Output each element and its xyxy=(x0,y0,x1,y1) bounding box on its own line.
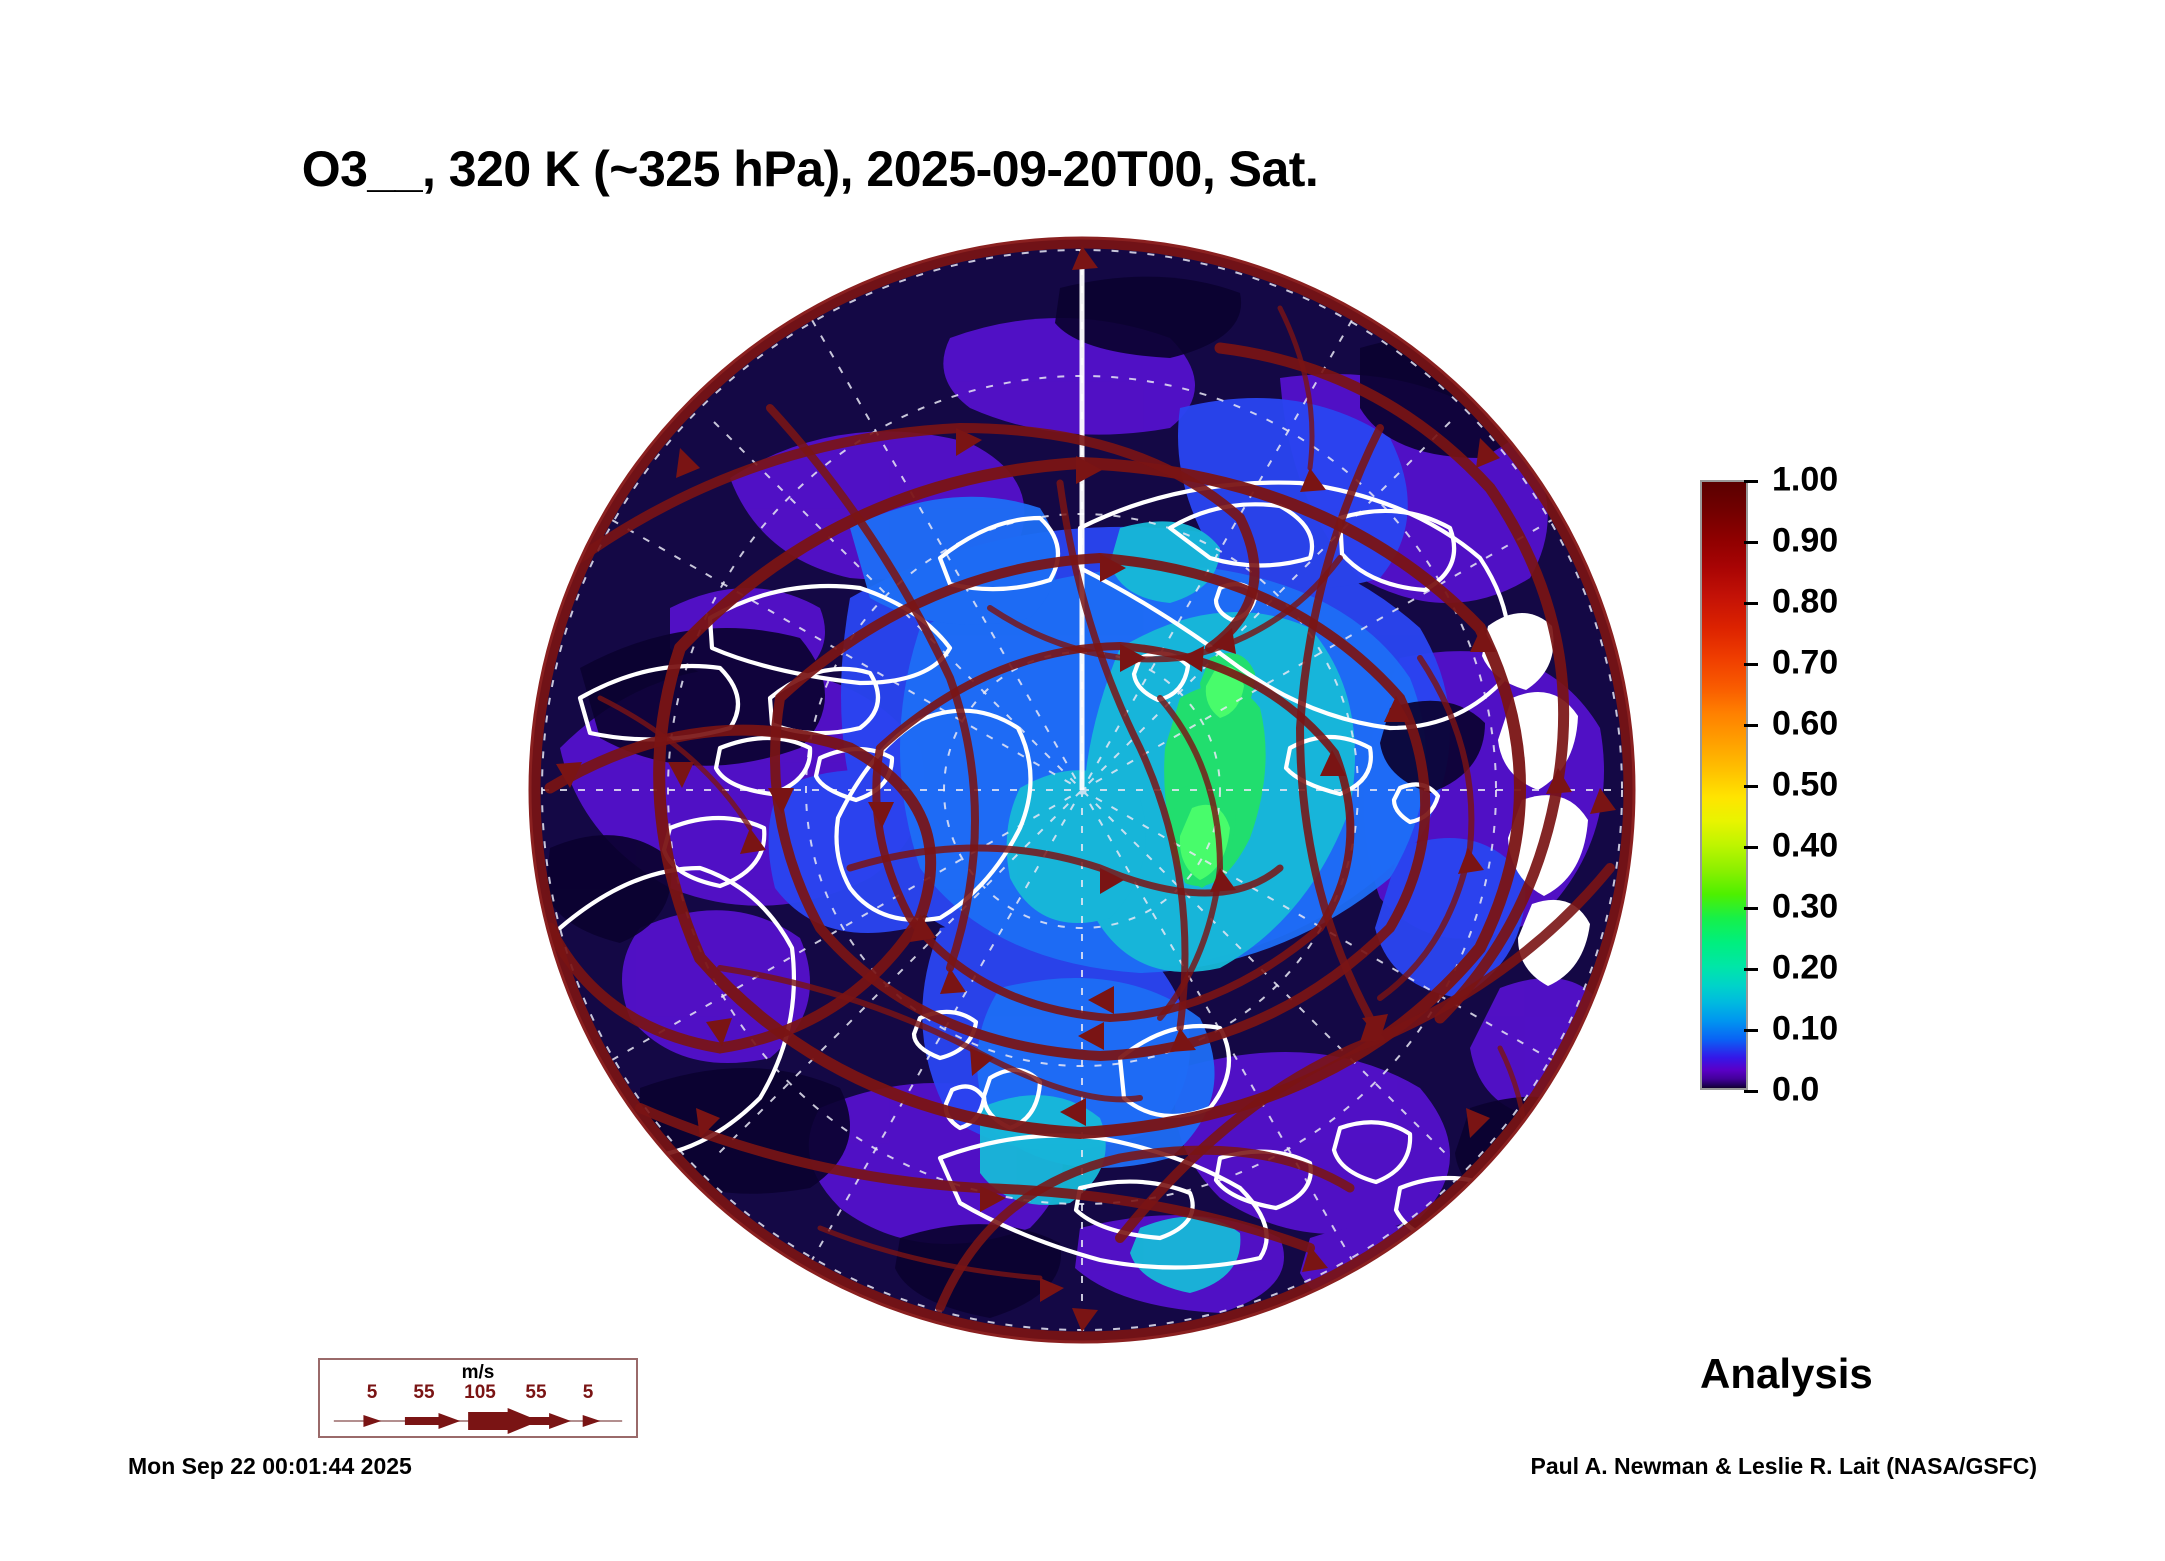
colorbar-tick xyxy=(1744,480,1758,483)
colorbar-tick-label: 0.30 xyxy=(1772,887,1839,926)
page-title: O3__, 320 K (~325 hPa), 2025-09-20T00, S… xyxy=(301,141,1319,197)
colorbar-tick-label: 0.80 xyxy=(1772,582,1839,621)
wind-speed-key: m/s 5 55 105 55 5 xyxy=(318,1358,638,1438)
wind-key-arrow-glyphs xyxy=(333,1408,623,1434)
colorbar-tick xyxy=(1744,1029,1758,1032)
colorbar-gradient xyxy=(1700,480,1748,1090)
wind-key-value: 55 xyxy=(413,1382,435,1403)
colorbar-tick xyxy=(1744,846,1758,849)
colorbar-tick-label: 0.60 xyxy=(1772,704,1839,743)
wind-key-value: 5 xyxy=(582,1382,594,1403)
colorbar-tick xyxy=(1744,602,1758,605)
polar-stereographic-map xyxy=(520,228,1644,1352)
ozone-field xyxy=(530,238,1634,1342)
wind-key-value: 105 xyxy=(464,1382,496,1403)
author-credit: Paul A. Newman & Leslie R. Lait (NASA/GS… xyxy=(1530,1453,2037,1479)
colorbar: 1.00 0.90 0.80 0.70 0.60 0.50 0.40 0.30 0.20 0.10… xyxy=(1700,461,2000,1110)
wind-key-value: 5 xyxy=(366,1382,378,1403)
colorbar-tick-label: 0.70 xyxy=(1772,643,1839,682)
colorbar-tick xyxy=(1744,724,1758,727)
masked-data-region xyxy=(1482,613,1590,986)
colorbar-tick-label: 0.0 xyxy=(1772,1070,1820,1109)
colorbar-tick-label: 0.10 xyxy=(1772,1009,1839,1048)
colorbar-tick-label: 0.40 xyxy=(1772,826,1839,865)
colorbar-tick xyxy=(1744,541,1758,544)
globe-outline xyxy=(528,236,1636,1344)
colorbar-tick-label: 0.90 xyxy=(1772,521,1839,560)
colorbar-tick xyxy=(1744,663,1758,666)
colorbar-tick-label: 0.50 xyxy=(1772,765,1839,804)
colorbar-tick-label: 1.00 xyxy=(1772,460,1839,499)
colorbar-tick xyxy=(1744,968,1758,971)
colorbar-tick-label: 0.20 xyxy=(1772,948,1839,987)
colorbar-tick xyxy=(1744,785,1758,788)
map-svg xyxy=(528,236,1636,1344)
colorbar-tick xyxy=(1744,907,1758,910)
wind-streamlines xyxy=(530,238,1634,1342)
wind-key-unit-label: m/s xyxy=(461,1362,495,1383)
analysis-label: Analysis xyxy=(1700,1350,1873,1397)
colorbar-tick xyxy=(1744,1090,1758,1093)
render-timestamp: Mon Sep 22 00:01:44 2025 xyxy=(128,1453,412,1479)
wind-key-value: 55 xyxy=(525,1382,547,1403)
